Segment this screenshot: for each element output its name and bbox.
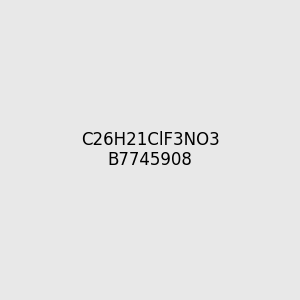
Text: C26H21ClF3NO3
B7745908: C26H21ClF3NO3 B7745908 xyxy=(81,130,219,170)
